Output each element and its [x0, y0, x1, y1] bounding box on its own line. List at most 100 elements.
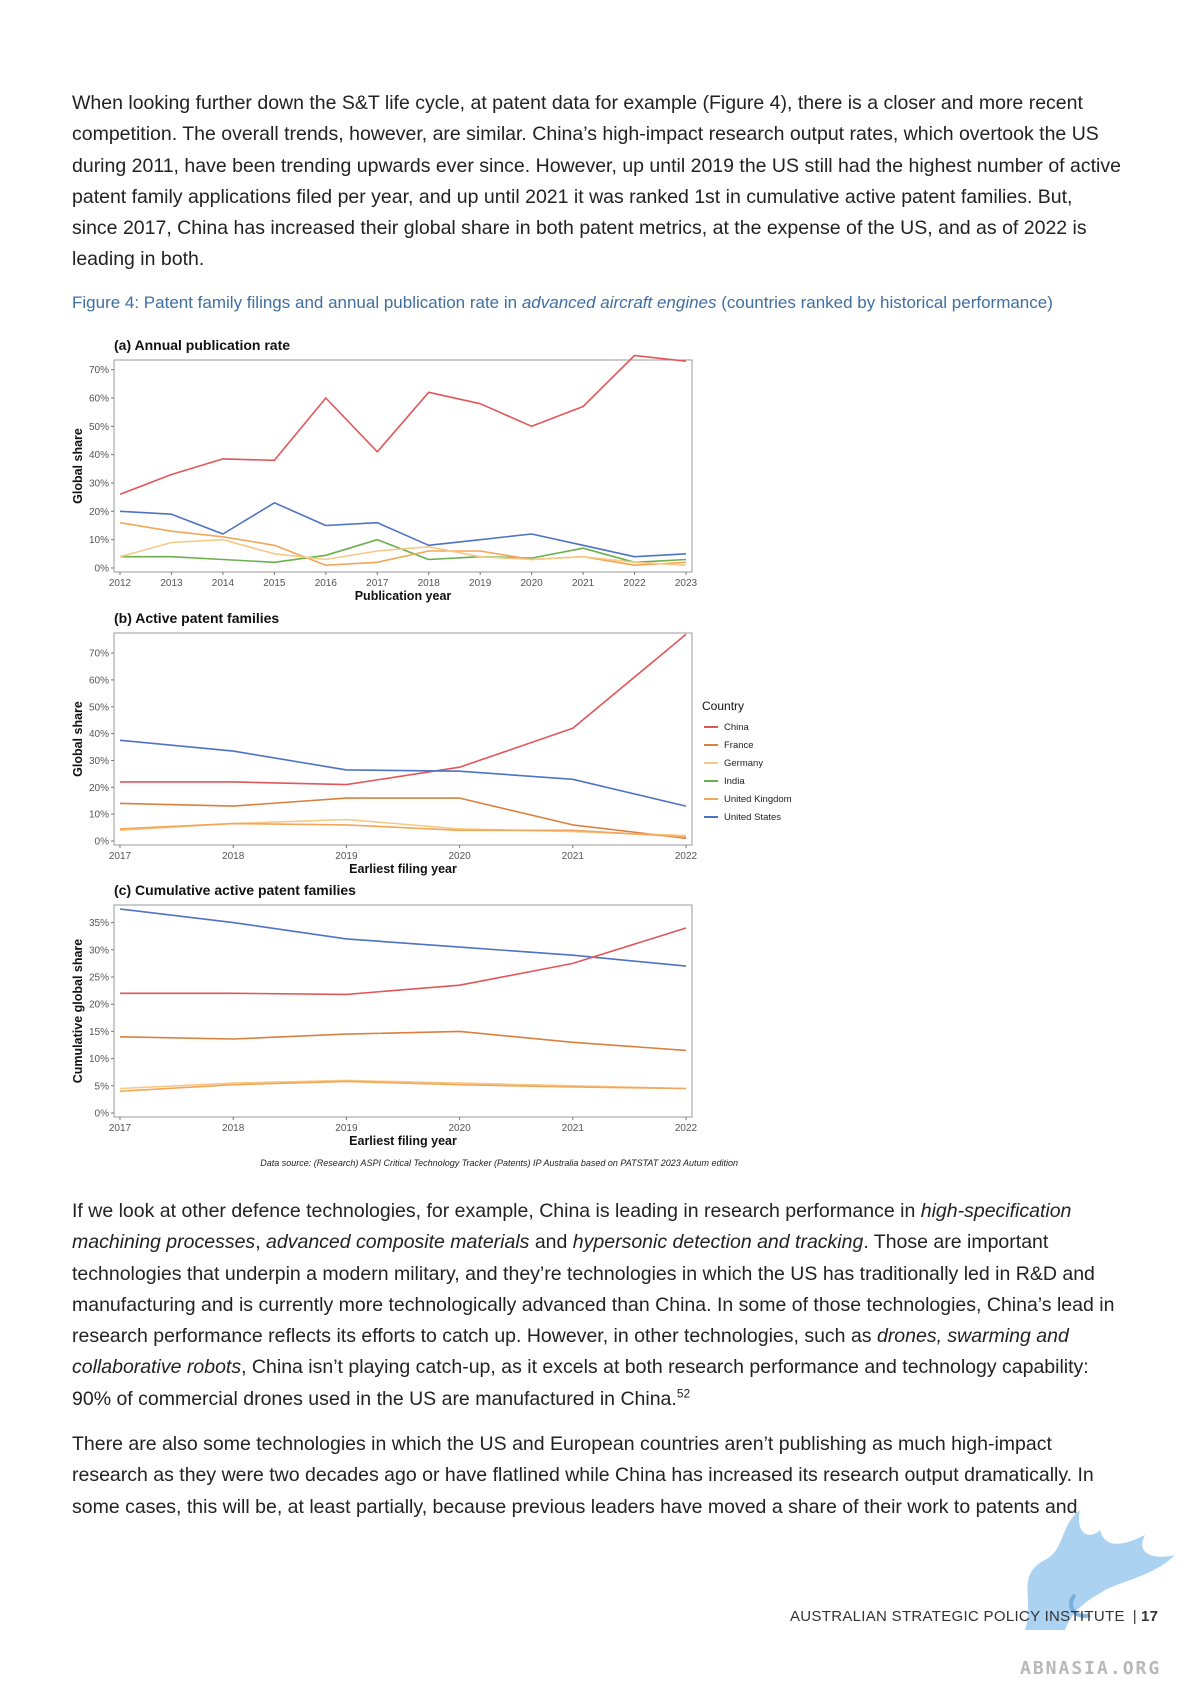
panel-c-series-france: [119, 1030, 687, 1052]
panel-c-series-china: [120, 927, 687, 996]
legend-label-united-states: United States: [724, 812, 781, 823]
panel-a-series-united-states: [119, 502, 687, 558]
panel-c-series-united-kingdom: [119, 1080, 687, 1092]
panel-c-ytick-label: 30%: [89, 945, 109, 956]
panel-b-xtick-label: 2021: [562, 851, 585, 862]
legend-label-france: France: [724, 740, 754, 751]
panel-a-series-china: [119, 354, 687, 496]
panel-c-ytick-label: 15%: [89, 1027, 109, 1038]
footnote-ref[interactable]: 52: [676, 1386, 691, 1401]
panel-c-ytick-label: 20%: [89, 1000, 109, 1011]
data-source-note: Data source: (Research) ASPI Critical Te…: [260, 1158, 738, 1168]
panel-a-ytick-label: 70%: [89, 365, 109, 376]
panel-b-xlabel: Earliest filing year: [349, 862, 457, 876]
panel-a-ytick-label: 50%: [89, 422, 109, 433]
defence-technologies-paragraph: If we look at other defence technologies…: [72, 1196, 1122, 1415]
legend-label-china: China: [724, 722, 750, 733]
panel-a-ytick-label: 30%: [89, 479, 109, 490]
panel-c-xtick-label: 2021: [562, 1123, 585, 1134]
legend-label-germany: Germany: [724, 758, 763, 769]
panel-b-xtick-label: 2017: [109, 851, 132, 862]
panel-c-title: (c) Cumulative active patent families: [114, 882, 356, 898]
figure-caption-italic: advanced aircraft engines: [521, 293, 717, 312]
p2-text-c: ,: [255, 1231, 267, 1254]
panel-a-xtick-label: 2021: [572, 578, 595, 589]
panel-b-ylabel: Global share: [71, 701, 85, 777]
panel-b-frame: [113, 632, 693, 846]
panel-a-xtick-label: 2022: [623, 578, 646, 589]
panel-a-ytick-label: 0%: [95, 564, 110, 575]
panel-b-ytick-label: 20%: [89, 783, 109, 794]
panel-a-ytick-label: 20%: [89, 507, 109, 518]
panel-a-xtick-label: 2012: [109, 578, 132, 589]
page-footer: AUSTRALIAN STRATEGIC POLICY INSTITUTE | 17: [790, 1608, 1158, 1625]
panel-a-xtick-label: 2016: [315, 578, 338, 589]
p2-italic-machining: high-specification machining processes: [72, 1200, 1072, 1254]
panel-a-xtick-label: 2015: [263, 578, 286, 589]
panel-c-ytick-label: 5%: [95, 1081, 110, 1092]
panel-a-series-germany: [119, 538, 687, 566]
panel-a-ytick-label: 40%: [89, 450, 109, 461]
intro-paragraph: When looking further down the S&T life c…: [72, 92, 1121, 271]
panel-b-series-united-kingdom: [119, 822, 687, 838]
panel-c-xtick-label: 2022: [675, 1123, 698, 1134]
p2-italic-drones: drones, swarming and collaborative robot…: [72, 1325, 1069, 1379]
figure-caption-suffix: (countries ranked by historical performa…: [716, 293, 1053, 312]
footer-separator: |: [1132, 1608, 1137, 1625]
panel-a-xtick-label: 2018: [418, 578, 441, 589]
panel-b-ytick-label: 60%: [89, 675, 109, 686]
panel-b-xtick-label: 2019: [335, 851, 358, 862]
legend-label-united-kingdom: United Kingdom: [724, 794, 792, 805]
bird-watermark-icon: [1025, 1510, 1175, 1630]
watermark-text: ABNASIA.ORG: [1020, 1658, 1162, 1679]
panel-b-ytick-label: 50%: [89, 702, 109, 713]
p2-text-g: . Those are important technologies that …: [72, 1231, 1115, 1348]
panel-a-ytick-label: 10%: [89, 535, 109, 546]
panel-a-xtick-label: 2020: [521, 578, 544, 589]
legend-title: Country: [702, 699, 744, 713]
legend-label-india: India: [724, 776, 745, 787]
panel-b-ytick-label: 10%: [89, 810, 109, 821]
panel-c-ytick-label: 0%: [95, 1109, 110, 1120]
panel-c-xtick-label: 2018: [222, 1123, 245, 1134]
panel-a-ylabel: Global share: [71, 428, 85, 504]
panel-c-ytick-label: 25%: [89, 973, 109, 984]
panel-a-frame: [113, 359, 693, 573]
panel-b-xtick-label: 2018: [222, 851, 245, 862]
panel-a-title: (a) Annual publication rate: [114, 337, 290, 353]
panel-b-ytick-label: 0%: [95, 837, 110, 848]
panel-c-xtick-label: 2017: [109, 1123, 132, 1134]
p2-text-i: , China isn’t playing catch-up, as it ex…: [72, 1356, 1089, 1410]
panel-b-xtick-label: 2020: [448, 851, 471, 862]
panel-b-title: (b) Active patent families: [114, 610, 279, 626]
panel-b-xtick-label: 2022: [675, 851, 698, 862]
panel-b-series-france: [119, 797, 687, 840]
panel-a-ytick-label: 60%: [89, 394, 109, 405]
figure-caption: Figure 4: Patent family filings and annu…: [72, 293, 1053, 313]
figure-caption-prefix: Figure 4: Patent family filings and annu…: [72, 293, 522, 312]
p2-text-e: and: [529, 1231, 573, 1254]
panel-a-xtick-label: 2019: [469, 578, 492, 589]
p2-italic-hypersonic: hypersonic detection and tracking: [572, 1231, 864, 1254]
panel-c-xtick-label: 2020: [448, 1123, 471, 1134]
panel-c-xlabel: Earliest filing year: [349, 1134, 457, 1148]
panel-b-ytick-label: 30%: [89, 756, 109, 767]
panel-b-series-china: [120, 633, 687, 786]
panel-c-ylabel: Cumulative global share: [71, 939, 85, 1084]
p2-text-a: If we look at other defence technologies…: [72, 1200, 921, 1222]
panel-b-ytick-label: 70%: [89, 649, 109, 660]
footer-org: AUSTRALIAN STRATEGIC POLICY INSTITUTE: [790, 1608, 1125, 1625]
panel-a-xtick-label: 2017: [366, 578, 389, 589]
page-number: 17: [1140, 1608, 1159, 1625]
panel-c-ytick-label: 10%: [89, 1054, 109, 1065]
panel-c-series-germany: [119, 1079, 687, 1090]
panel-a-xtick-label: 2023: [675, 578, 698, 589]
panel-b-series-united-states: [119, 739, 687, 807]
panel-a-xtick-label: 2014: [212, 578, 235, 589]
p2-italic-composites: advanced composite materials: [266, 1231, 530, 1254]
panel-c-xtick-label: 2019: [335, 1123, 358, 1134]
panel-a-xlabel: Publication year: [355, 589, 452, 603]
patent-figure: (a) Annual publication rate 0% 10% 20% 30% 40…: [71, 337, 792, 1168]
flatlined-research-paragraph: There are also some technologies in whic…: [72, 1433, 1094, 1518]
panel-a-xtick-label: 2013: [160, 578, 183, 589]
